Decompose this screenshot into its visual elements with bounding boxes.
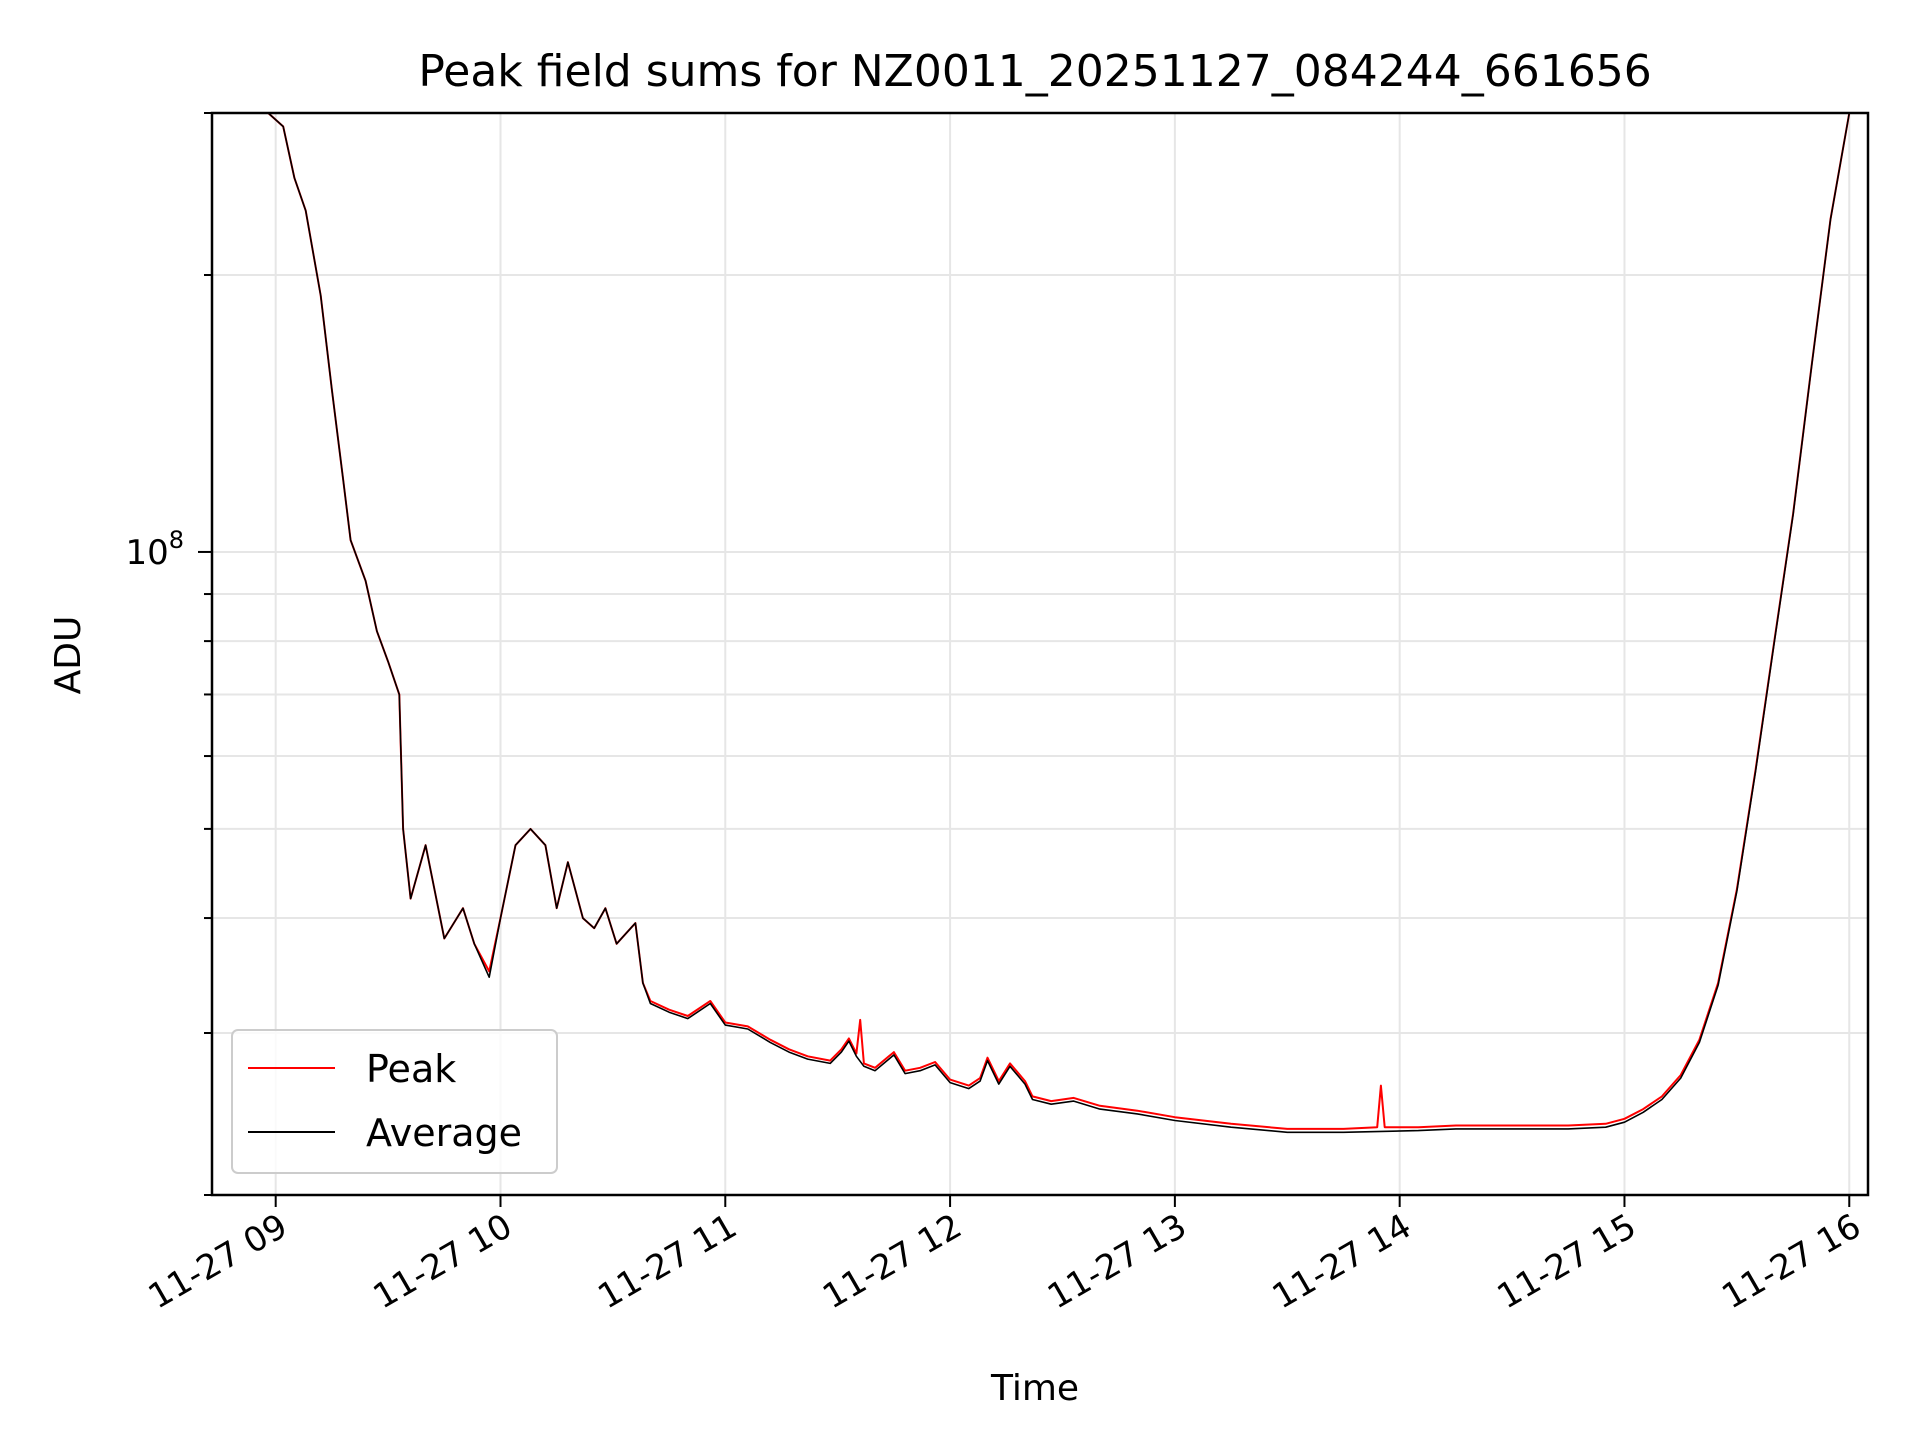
legend: Peak Average: [231, 1029, 558, 1174]
y-axis-label: ADU: [48, 616, 89, 695]
chart-title: Peak field sums for NZ0011_20251127_0842…: [418, 46, 1651, 97]
y-tick-label: 108: [125, 526, 184, 573]
plot-frame: [210, 111, 1870, 1197]
x-axis-label: Time: [990, 1368, 1079, 1409]
series-layer: [267, 112, 1851, 1134]
series-line-average: [267, 112, 1851, 1134]
legend-label-average: Average: [366, 1111, 522, 1155]
legend-box: [231, 1029, 558, 1174]
legend-label-peak: Peak: [366, 1047, 456, 1091]
